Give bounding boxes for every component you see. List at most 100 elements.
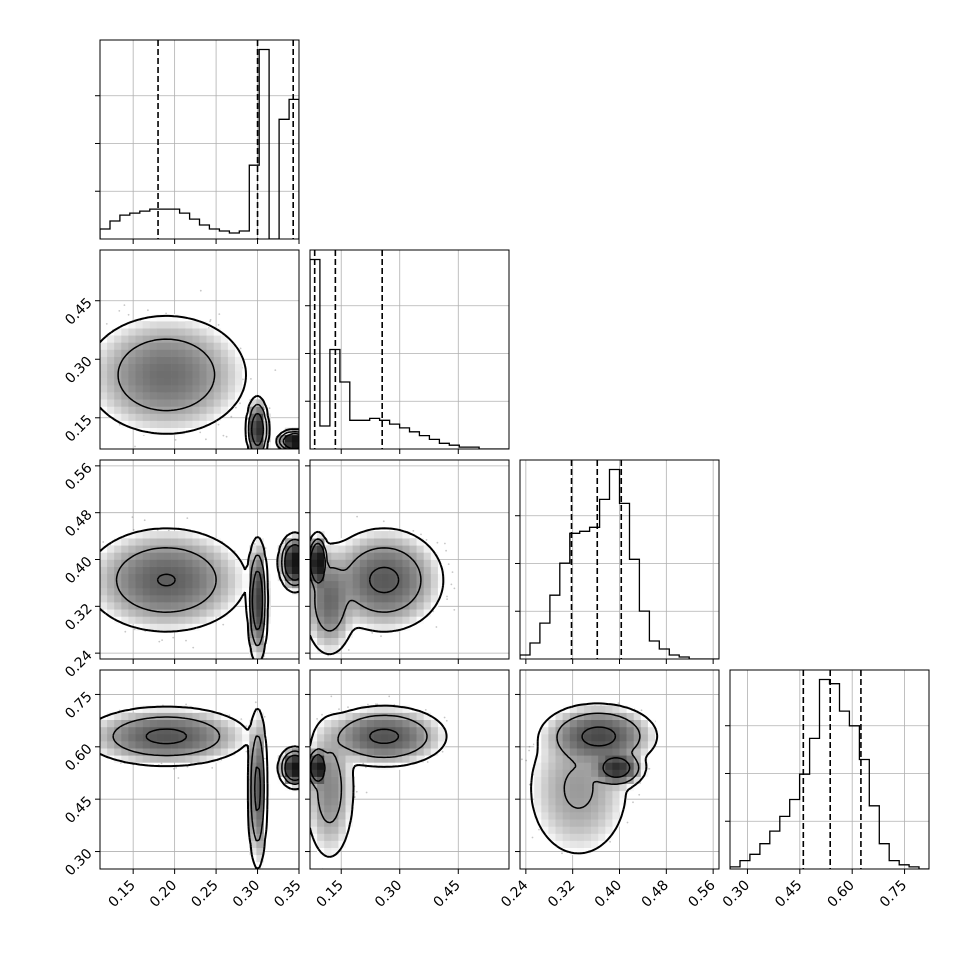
- sample-point: [302, 435, 304, 437]
- density-cell: [156, 363, 165, 372]
- density-cell: [128, 413, 136, 421]
- density-cell: [199, 420, 207, 428]
- sample-point: [217, 423, 220, 426]
- sample-point: [199, 431, 202, 434]
- density-cell: [185, 420, 193, 428]
- sample-point: [147, 309, 149, 312]
- sample-point: [299, 570, 301, 572]
- density-cell: [171, 399, 179, 407]
- density-cell: [114, 328, 122, 336]
- sample-point: [300, 560, 302, 562]
- density-cell: [185, 392, 193, 400]
- sample-point: [299, 441, 301, 443]
- sample-point: [300, 444, 302, 446]
- sample-point: [303, 552, 305, 554]
- sample-point: [300, 445, 302, 447]
- sample-point: [301, 562, 303, 564]
- sample-point: [303, 555, 305, 557]
- density-cell: [199, 370, 207, 379]
- sample-point: [77, 404, 79, 406]
- density-cell: [135, 420, 143, 428]
- sample-point: [252, 470, 254, 472]
- sample-point: [84, 586, 86, 588]
- sample-point: [304, 561, 306, 563]
- density-cell: [128, 328, 136, 336]
- density-cell: [107, 363, 115, 372]
- density-cell: [256, 406, 264, 414]
- sample-point: [304, 578, 306, 580]
- sample-point: [300, 438, 302, 440]
- sample-point: [158, 640, 161, 643]
- density-cell: [142, 377, 150, 386]
- panel-frame: [309, 249, 510, 450]
- density-cell: [156, 321, 165, 329]
- sample-point: [301, 552, 303, 554]
- sample-point: [301, 434, 303, 436]
- sample-point: [300, 440, 302, 442]
- density-cell: [249, 420, 257, 428]
- panel-frame: [99, 249, 300, 450]
- density-cell: [178, 370, 186, 379]
- density-cell: [107, 370, 115, 379]
- density-cell: [149, 392, 158, 400]
- sample-point: [303, 438, 305, 440]
- sample-point: [300, 444, 302, 446]
- sample-point: [303, 437, 305, 439]
- density-cell: [128, 342, 136, 350]
- sample-point: [301, 573, 303, 575]
- contour-line: [100, 314, 299, 449]
- density-cell: [142, 356, 150, 364]
- density-cell: [227, 363, 236, 372]
- density-cell: [213, 399, 222, 407]
- sample-point: [300, 442, 302, 444]
- density-cell: [220, 335, 229, 343]
- sample-point: [300, 438, 302, 440]
- density-cell: [185, 321, 193, 329]
- density-cell: [220, 406, 229, 414]
- sample-point: [301, 560, 303, 562]
- sample-point: [133, 628, 136, 631]
- sample-point: [306, 437, 308, 439]
- sample-point: [305, 553, 307, 555]
- sample-point: [304, 542, 306, 544]
- sample-point: [302, 442, 304, 444]
- sample-point: [302, 441, 304, 443]
- sample-point: [97, 378, 99, 380]
- density-cell: [121, 392, 129, 400]
- density-cell: [213, 335, 222, 343]
- sample-point: [300, 444, 302, 446]
- density-cell: [192, 363, 200, 372]
- sample-point: [301, 563, 303, 565]
- density-cell: [185, 385, 193, 393]
- density-cell: [178, 377, 186, 386]
- density-cell: [135, 349, 143, 357]
- sample-point: [299, 445, 301, 447]
- density-cell: [213, 328, 222, 336]
- sample-point: [301, 440, 303, 442]
- sample-point: [302, 437, 304, 439]
- sample-point: [300, 436, 302, 438]
- density-cell: [220, 392, 229, 400]
- density-cell: [171, 314, 179, 322]
- density-cell: [171, 363, 179, 372]
- sample-point: [253, 663, 255, 665]
- density-cell: [128, 406, 136, 414]
- density-cell: [213, 406, 222, 414]
- density-cell: [178, 413, 186, 421]
- density-cell: [227, 342, 236, 350]
- sample-point: [263, 408, 266, 410]
- sample-point: [304, 551, 306, 553]
- density-cell: [220, 349, 229, 357]
- density-cell: [206, 392, 214, 400]
- sample-point: [118, 310, 121, 312]
- density-cell: [185, 335, 193, 343]
- sample-point: [300, 441, 302, 443]
- sample-point: [239, 402, 241, 405]
- sample-point: [301, 440, 303, 442]
- density-cell: [135, 356, 143, 364]
- sample-point: [305, 440, 307, 442]
- sample-point: [222, 434, 225, 437]
- contour-line: [250, 412, 299, 449]
- density-cell: [227, 370, 236, 379]
- density-cell: [149, 349, 158, 357]
